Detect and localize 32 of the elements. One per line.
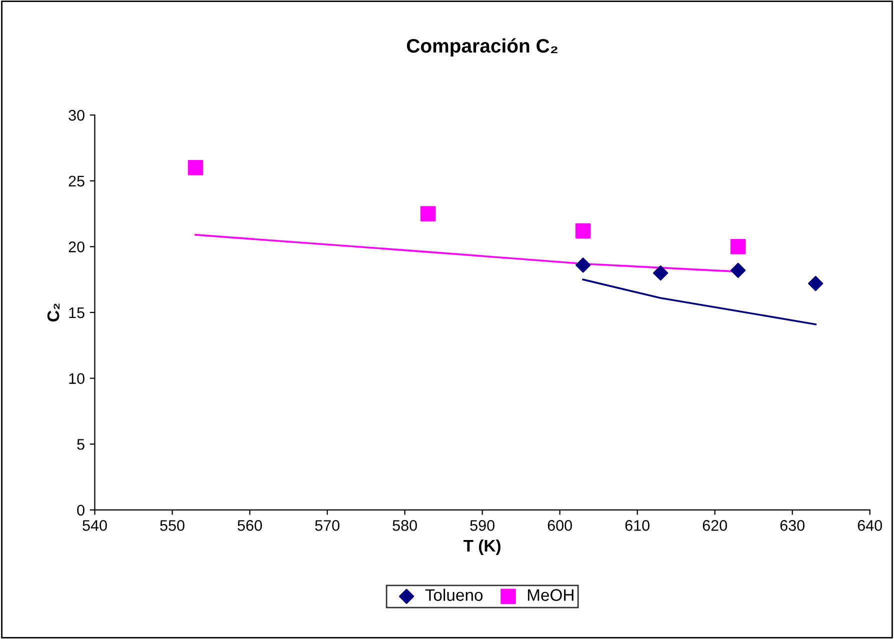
point — [575, 223, 591, 238]
y-tick-label: 15 — [69, 307, 84, 318]
point — [653, 265, 668, 281]
x-tick-label: 620 — [702, 520, 727, 531]
x-tick-label: 600 — [548, 520, 572, 531]
x-tick-label: 640 — [858, 520, 882, 531]
x-tick-label: 580 — [392, 520, 417, 531]
x-tick-label: 610 — [625, 520, 650, 531]
point — [188, 160, 204, 176]
x-tick-label: 590 — [470, 520, 494, 531]
y-tick-label: 0 — [77, 504, 84, 516]
y-tick-label: 5 — [77, 439, 84, 450]
x-tick-label: 540 — [82, 520, 107, 531]
x-tick-label: 570 — [315, 520, 340, 531]
x-tick-label: 550 — [160, 520, 184, 531]
y-axis-title: C₂ — [47, 304, 60, 322]
x-axis-title: T (K) — [464, 539, 500, 555]
point — [420, 206, 436, 222]
chart-title: Comparación C₂ — [406, 38, 558, 57]
line-series — [582, 278, 817, 326]
x-tick-label: 560 — [238, 520, 262, 531]
y-tick-label: 20 — [68, 242, 84, 252]
point — [808, 276, 824, 292]
point — [730, 239, 746, 254]
y-tick-label: 10 — [69, 373, 84, 384]
y-tick-label: 30 — [68, 110, 84, 121]
point — [576, 258, 591, 273]
y-tick-label: 25 — [68, 176, 84, 187]
legend-label: Tolueno — [425, 588, 483, 601]
point — [730, 262, 746, 278]
x-tick-label: 630 — [780, 520, 804, 531]
legend-label: MeOH — [528, 589, 574, 601]
